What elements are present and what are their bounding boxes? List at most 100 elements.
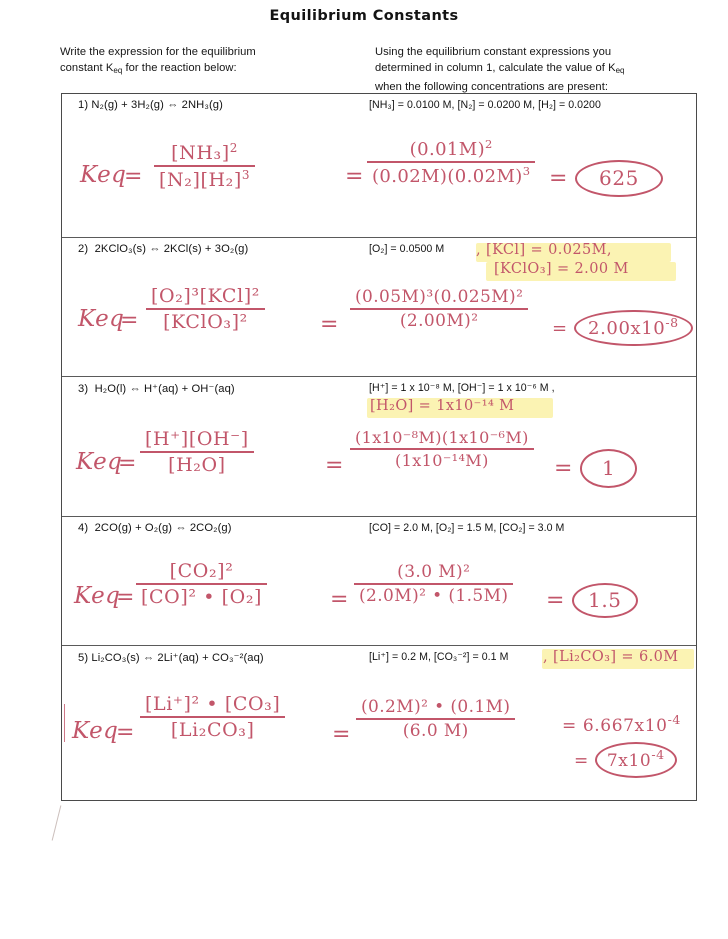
- circled-answer-2: 2.00x10-8: [574, 310, 693, 346]
- handwritten-expression-2: [O₂]³[KCl]² [KClO₃]²: [146, 285, 265, 334]
- calc-numerator-1: (0.01M)2: [367, 137, 536, 164]
- expr-den-text-1: [N₂][H₂]: [159, 169, 242, 192]
- answer-exponent-5: -4: [651, 747, 665, 762]
- page-title: Equilibrium Constants: [269, 8, 459, 24]
- handwritten-expression-1: [NH₃]2 [N₂][H₂]3: [154, 141, 255, 192]
- given-concentrations-5: [Li⁺] = 0.2 M, [CO₃⁻²] = 0.1 M: [369, 651, 509, 663]
- handwritten-equals-calc-3: =: [325, 453, 344, 478]
- calculation-fraction-3: (1x10⁻⁸M)(1x10⁻⁶M) (1x10⁻¹⁴M): [350, 429, 534, 470]
- calculation-fraction-1: (0.01M)2 (0.02M)(0.02M)3: [367, 137, 536, 187]
- highlight-band-2b: [486, 262, 676, 281]
- table-row: 3) H₂O(l) ⇔ H⁺(aq) + OH⁻(aq) [H⁺] = 1 x …: [62, 377, 696, 517]
- handwritten-keq-label-3: Keq: [76, 449, 123, 475]
- stray-pencil-mark: [51, 805, 62, 841]
- instruction-column-2: Using the equilibrium constant expressio…: [375, 44, 700, 96]
- expression-denominator-3: [H₂O]: [168, 454, 226, 477]
- answer-mantissa-2: 2.00x10: [588, 318, 666, 339]
- handwritten-answer-group-5: = 7x10-4: [574, 742, 677, 778]
- table-row: 2) 2KClO₃(s) ⇔ 2KCl(s) + 3O₂(g) [O₂] = 0…: [62, 238, 696, 377]
- calc-numerator-5: (0.2M)² • (0.1M): [356, 697, 516, 721]
- handwritten-equals-calc-4: =: [330, 587, 349, 612]
- expression-denominator-4: [CO]² • [O₂]: [141, 586, 263, 609]
- given-concentrations-4: [CO] = 2.0 M, [O₂] = 1.5 M, [CO₂] = 3.0 …: [369, 522, 565, 534]
- reaction-equation-1: N₂(g) + 3H₂(g) ⇔ 2NH₃(g): [91, 99, 223, 111]
- given-concentrations-1: [NH₃] = 0.0100 M, [N₂] = 0.0200 M, [H₂] …: [369, 99, 601, 111]
- handwritten-equals-calc-1: =: [345, 164, 364, 189]
- calc-denominator-1: (0.02M)(0.02M)3: [367, 163, 535, 187]
- circled-answer-5: 7x10-4: [594, 742, 677, 778]
- calc-num-exp-1: 2: [485, 137, 493, 151]
- expr-num-exp-1: 2: [229, 141, 238, 155]
- answer-equals-2: =: [552, 318, 568, 339]
- handwritten-equals-calc-2: =: [320, 312, 339, 337]
- table-row: 1) N₂(g) + 3H₂(g) ⇔ 2NH₃(g) [NH₃] = 0.01…: [62, 94, 696, 238]
- instruction-col2-line2: determined in column 1, calculate the va…: [375, 60, 700, 79]
- reaction-label-3: 3) H₂O(l) ⇔ H⁺(aq) + OH⁻(aq): [78, 382, 235, 395]
- expression-fraction-1: [NH₃]2 [N₂][H₂]3: [154, 141, 255, 192]
- handwritten-expression-4: [CO₂]² [CO]² • [O₂]: [136, 560, 268, 609]
- circled-answer-4: 1.5: [572, 583, 638, 618]
- handwritten-calculation-1: (0.01M)2 (0.02M)(0.02M)3: [367, 137, 536, 187]
- instruction-col1-line1: Write the expression for the equilibrium: [60, 46, 256, 58]
- expression-fraction-2: [O₂]³[KCl]² [KClO₃]²: [146, 285, 265, 334]
- row-number-3: 3): [78, 383, 89, 395]
- reaction-equation-3: H₂O(l) ⇔ H⁺(aq) + OH⁻(aq): [94, 383, 235, 395]
- keq-subscript-col1: eq: [113, 66, 123, 76]
- handwritten-equals-calc-5: =: [332, 722, 351, 747]
- instruction-col1-line2-c: for the reaction below:: [122, 62, 237, 75]
- answer-equals-1: =: [549, 166, 569, 191]
- handwritten-equals-5: =: [116, 720, 135, 745]
- calc-den-text-1: (0.02M)(0.02M): [372, 166, 523, 188]
- table-row: 5) Li₂CO₃(s) ⇔ 2Li⁺(aq) + CO₃⁻²(aq) [Li⁺…: [62, 646, 696, 800]
- instruction-column-1: Write the expression for the equilibrium…: [60, 44, 375, 96]
- reaction-label-2: 2) 2KClO₃(s) ⇔ 2KCl(s) + 3O₂(g): [78, 243, 248, 255]
- expression-denominator-1: [N₂][H₂]3: [154, 167, 255, 191]
- handwritten-keq-label-5: Keq: [72, 718, 119, 744]
- handwritten-answer-group-2: = 2.00x10-8: [552, 310, 693, 346]
- expression-numerator-3: [H⁺][OH⁻]: [140, 428, 254, 454]
- calculation-fraction-4: (3.0 M)² (2.0M)² • (1.5M): [354, 562, 514, 607]
- reaction-label-5: 5) Li₂CO₃(s) ⇔ 2Li⁺(aq) + CO₃⁻²(aq): [78, 651, 264, 664]
- handwritten-given-note-2b: [KClO₃] = 2.00 M: [494, 261, 629, 277]
- given-concentrations-3: [H⁺] = 1 x 10⁻⁸ M, [OH⁻] = 1 x 10⁻⁶ M ,: [369, 382, 555, 394]
- answer-equals-3: =: [554, 456, 574, 481]
- equilibrium-worksheet-table: 1) N₂(g) + 3H₂(g) ⇔ 2NH₃(g) [NH₃] = 0.01…: [61, 93, 697, 801]
- intermediate-equals-5: =: [562, 716, 577, 736]
- handwritten-intermediate-answer-5: = 6.667x10-4: [562, 712, 681, 736]
- answer-equals-4: =: [546, 588, 566, 613]
- instruction-col1-line2: constant Keq for the reaction below:: [60, 60, 375, 79]
- handwritten-keq-label-4: Keq: [74, 583, 121, 609]
- expression-numerator-4: [CO₂]²: [136, 560, 268, 586]
- handwritten-equals-4: =: [116, 585, 135, 610]
- highlight-band-3: [367, 398, 553, 418]
- calculation-fraction-5: (0.2M)² • (0.1M) (6.0 M): [356, 697, 516, 741]
- handwritten-equals-2: =: [120, 308, 139, 333]
- calc-denominator-2: (2.00M)²: [399, 311, 479, 332]
- stray-ink-mark: [64, 704, 65, 742]
- expression-numerator-2: [O₂]³[KCl]²: [146, 285, 265, 311]
- calc-numerator-4: (3.0 M)²: [354, 562, 514, 586]
- handwritten-calculation-5: (0.2M)² • (0.1M) (6.0 M): [356, 697, 516, 741]
- expression-fraction-5: [Li⁺]² • [CO₃] [Li₂CO₃]: [140, 693, 286, 742]
- expression-numerator-5: [Li⁺]² • [CO₃]: [140, 693, 286, 719]
- expression-denominator-2: [KClO₃]²: [163, 311, 248, 334]
- expr-den-exp-1: 3: [241, 168, 250, 183]
- highlight-band-5: [542, 649, 694, 669]
- row-number-1: 1): [78, 99, 89, 111]
- reaction-label-1: 1) N₂(g) + 3H₂(g) ⇔ 2NH₃(g): [78, 99, 223, 111]
- answer-exponent-2: -8: [665, 315, 679, 330]
- handwritten-answer-group-1: = 625: [549, 160, 663, 197]
- handwritten-calculation-2: (0.05M)³(0.025M)² (2.00M)²: [350, 287, 529, 332]
- row-number-4: 4): [78, 522, 89, 534]
- handwritten-expression-3: [H⁺][OH⁻] [H₂O]: [140, 428, 254, 477]
- calc-numerator-3: (1x10⁻⁸M)(1x10⁻⁶M): [350, 429, 534, 450]
- answer-equals-5: =: [574, 751, 589, 771]
- handwritten-equals-1: =: [124, 164, 143, 189]
- calc-denominator-4: (2.0M)² • (1.5M): [359, 586, 509, 607]
- calc-numerator-2: (0.05M)³(0.025M)²: [350, 287, 529, 311]
- handwritten-given-note-5: , [Li₂CO₃] = 6.0M: [543, 649, 679, 665]
- handwritten-answer-group-3: = 1: [554, 449, 638, 488]
- handwritten-equals-3: =: [118, 451, 137, 476]
- row-number-5: 5): [78, 652, 89, 664]
- answer-mantissa-5: 7x10: [606, 751, 652, 771]
